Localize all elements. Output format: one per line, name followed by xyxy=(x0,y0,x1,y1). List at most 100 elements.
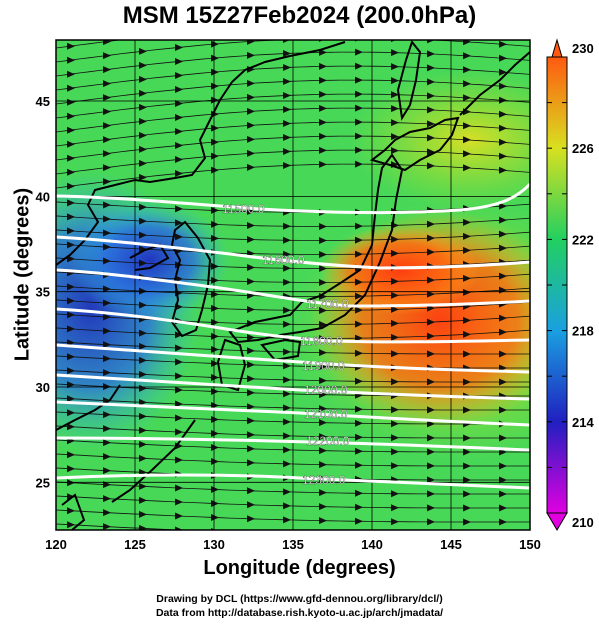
streamline-arrow xyxy=(103,453,111,461)
y-tick-label: 35 xyxy=(36,285,50,300)
colorbar: 210 214 218 222 226 230 xyxy=(546,38,594,531)
streamline-arrow xyxy=(67,423,75,431)
streamline-arrow xyxy=(211,290,219,298)
colorbar-label: 226 xyxy=(572,141,594,156)
streamline-arrow xyxy=(139,398,147,406)
streamline-arrow xyxy=(103,94,111,102)
streamline-arrow xyxy=(355,118,363,126)
contour-label: 11800.0 xyxy=(300,334,343,348)
streamline-arrow xyxy=(391,462,399,470)
streamline-arrow xyxy=(391,378,399,386)
streamline-arrow xyxy=(355,90,363,98)
streamline-arrow xyxy=(391,147,399,155)
streamline-arrow xyxy=(499,462,507,470)
streamline-arrow xyxy=(67,297,75,305)
streamline-arrow xyxy=(499,27,507,34)
streamline-arrow xyxy=(427,220,435,228)
streamline-arrow xyxy=(391,277,399,285)
streamline-arrow xyxy=(391,119,399,127)
streamline-arrow xyxy=(175,456,183,464)
streamline-arrow xyxy=(247,515,255,523)
streamline-arrow xyxy=(67,381,75,389)
streamline-arrow xyxy=(391,235,399,243)
streamline-arrow xyxy=(463,164,471,172)
streamline-arrow xyxy=(247,306,255,314)
streamline-arrow xyxy=(463,24,471,31)
streamline-arrow xyxy=(283,250,291,258)
streamline-arrow xyxy=(175,331,183,339)
streamline-arrow xyxy=(139,426,147,434)
y-tick-label: 25 xyxy=(36,475,50,490)
streamline-arrow xyxy=(175,372,183,380)
streamline-arrow xyxy=(103,285,111,293)
streamline-arrow xyxy=(67,311,75,319)
streamline-arrow xyxy=(355,433,363,441)
drawing-credit: Drawing by DCL (https://www.gfd-dennou.o… xyxy=(156,593,443,605)
streamline-arrow xyxy=(355,236,363,244)
streamline-arrow xyxy=(103,108,111,116)
streamline-arrow xyxy=(499,40,507,48)
streamline-arrow xyxy=(175,414,183,422)
streamline-arrow xyxy=(103,467,111,475)
streamline-arrow xyxy=(211,124,219,132)
streamline-arrow xyxy=(499,54,507,62)
streamline-arrow xyxy=(427,448,435,456)
streamline-arrow xyxy=(247,135,255,143)
streamline-arrow xyxy=(499,272,507,280)
streamline-arrow xyxy=(463,288,471,296)
streamline-arrow xyxy=(463,350,471,358)
streamline-arrow xyxy=(283,106,291,114)
streamline-arrow xyxy=(283,50,291,58)
x-tick-label: 140 xyxy=(361,537,383,552)
streamline-arrow xyxy=(139,75,147,83)
streamline-arrow xyxy=(247,347,255,355)
streamline-arrow xyxy=(175,233,183,241)
contour-11900 xyxy=(56,343,530,374)
streamline-arrow xyxy=(427,40,435,44)
streamline-arrow xyxy=(175,99,183,107)
streamline-arrow xyxy=(391,532,399,539)
streamline-arrow xyxy=(391,249,399,257)
streamline-arrow xyxy=(283,320,291,328)
streamline-arrow xyxy=(499,138,507,146)
streamline-arrow xyxy=(211,40,219,48)
streamline-arrow xyxy=(427,148,435,156)
streamline-arrow xyxy=(463,316,471,324)
streamline-arrow xyxy=(247,431,255,439)
streamline-arrow xyxy=(283,222,291,230)
streamline-arrow xyxy=(211,513,219,521)
data-credit: Data from http://database.rish.kyoto-u.a… xyxy=(155,607,444,619)
streamline-arrow xyxy=(283,390,291,398)
streamline-arrow xyxy=(211,96,219,104)
streamline-arrow xyxy=(463,94,471,102)
streamline-arrow xyxy=(211,304,219,312)
streamline-arrow xyxy=(319,278,327,286)
streamline-arrow xyxy=(103,383,111,391)
streamline-arrow xyxy=(283,64,291,72)
streamline-arrow xyxy=(319,503,327,511)
streamline-arrow xyxy=(427,92,435,100)
streamline-arrow xyxy=(247,389,255,397)
streamline-arrow xyxy=(67,409,75,417)
streamline-arrow xyxy=(391,448,399,456)
streamline-arrow xyxy=(499,378,507,386)
streamline-arrow xyxy=(139,524,147,530)
streamline-arrow xyxy=(391,63,399,71)
streamline-arrow xyxy=(103,425,111,433)
streamline-arrow xyxy=(247,51,255,59)
streamline-arrow xyxy=(319,160,327,168)
streamline-arrow xyxy=(391,291,399,299)
streamline-arrow xyxy=(211,359,219,367)
streamline-arrow xyxy=(139,231,147,239)
streamline xyxy=(56,40,530,63)
streamline-arrow xyxy=(463,533,471,540)
streamline-arrow xyxy=(427,162,435,170)
streamline-arrow xyxy=(103,215,111,223)
streamline-arrow xyxy=(283,162,291,170)
streamline-arrow xyxy=(319,132,327,140)
streamline-arrow xyxy=(103,178,111,186)
streamline-arrow xyxy=(211,234,219,242)
streamline-arrow xyxy=(463,462,471,470)
streamline-arrow xyxy=(283,78,291,86)
streamline-arrow xyxy=(175,512,183,520)
